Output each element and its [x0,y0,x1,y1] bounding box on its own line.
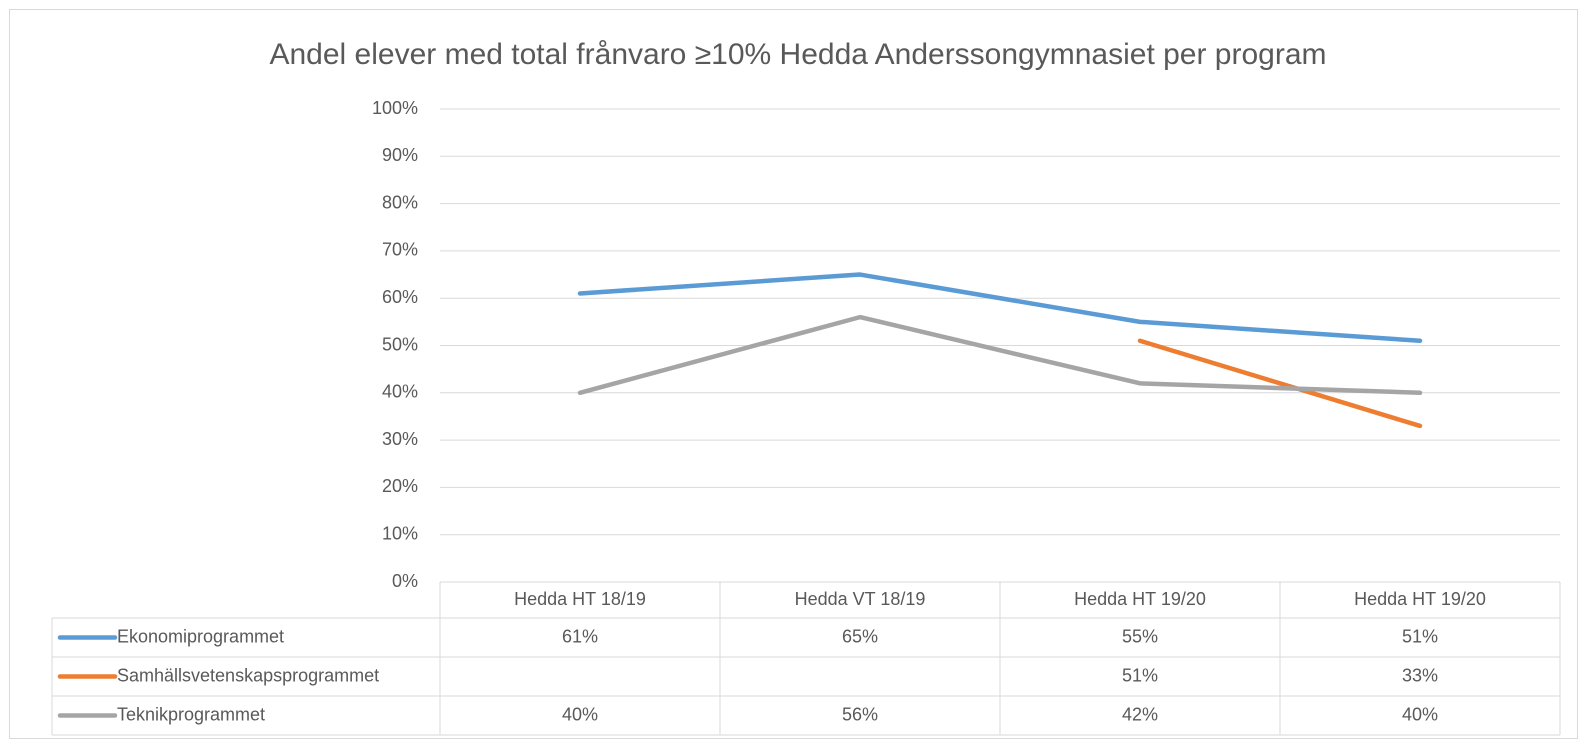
table-value: 55% [1122,626,1158,646]
table-value: 51% [1402,626,1438,646]
y-tick-label: 20% [382,476,418,496]
y-tick-label: 0% [392,571,418,591]
y-tick-label: 10% [382,523,418,543]
y-tick-label: 50% [382,334,418,354]
y-tick-label: 70% [382,240,418,260]
y-tick-label: 100% [372,98,418,118]
table-value: 42% [1122,704,1158,724]
legend-label: Teknikprogrammet [117,704,265,724]
table-value: 33% [1402,665,1438,685]
x-tick-label: Hedda HT 18/19 [514,589,646,609]
table-value: 40% [562,704,598,724]
table-value: 61% [562,626,598,646]
y-tick-label: 60% [382,287,418,307]
chart-title: Andel elever med total frånvaro ≥10% Hed… [269,38,1326,71]
legend-label: Ekonomiprogrammet [117,626,284,646]
y-tick-label: 40% [382,382,418,402]
legend-label: Samhällsvetenskapsprogrammet [117,665,379,685]
series-line [577,272,1423,344]
y-tick-label: 30% [382,429,418,449]
x-tick-label: Hedda VT 18/19 [795,589,926,609]
table-value: 56% [842,704,878,724]
table-value: 51% [1122,665,1158,685]
x-tick-label: Hedda HT 19/20 [1074,589,1206,609]
chart-border [9,9,1578,739]
table-value: 65% [842,626,878,646]
x-tick-label: Hedda HT 19/20 [1354,589,1486,609]
y-tick-label: 90% [382,145,418,165]
series-line [577,314,1423,396]
series-line [1137,338,1423,429]
y-tick-label: 80% [382,192,418,212]
table-value: 40% [1402,704,1438,724]
